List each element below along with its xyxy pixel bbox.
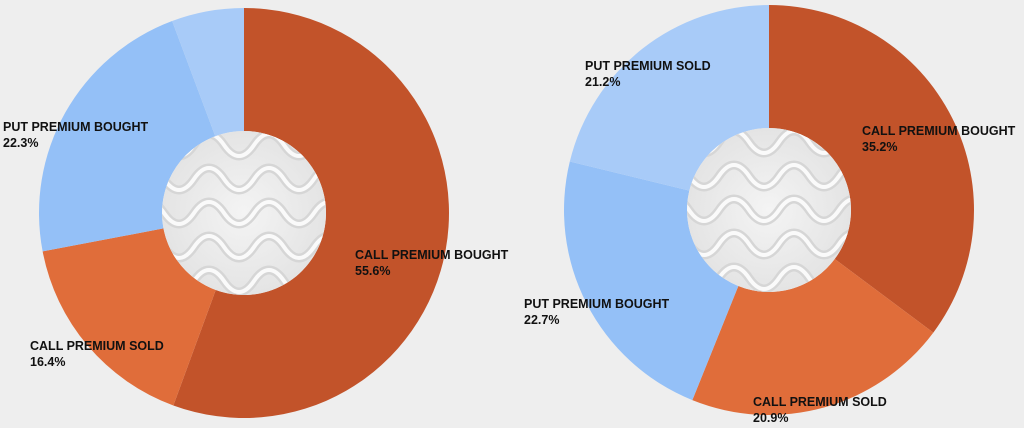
slice-value-call-premium-bought: 55.6%	[355, 264, 390, 278]
slice-label-call-premium-sold: CALL PREMIUM SOLD	[30, 339, 164, 353]
donut-chart-left: CALL PREMIUM BOUGHT 55.6% CALL PREMIUM SOL…	[3, 8, 509, 418]
slice-call-premium-bought	[769, 5, 974, 333]
slice-label-call-premium-bought: CALL PREMIUM BOUGHT	[355, 248, 509, 262]
slice-unlabeled-3	[172, 8, 244, 137]
slice-label-call-premium-sold: CALL PREMIUM SOLD	[753, 395, 887, 409]
donut-chart-right: CALL PREMIUM BOUGHT 35.2% CALL PREMIUM SOL…	[524, 5, 1016, 425]
slice-value-put-premium-bought: 22.7%	[524, 313, 559, 327]
slice-put-premium-sold	[569, 5, 769, 191]
slice-put-premium-bought	[39, 21, 216, 252]
slice-label-call-premium-bought: CALL PREMIUM BOUGHT	[862, 124, 1016, 138]
slice-label-put-premium-bought: PUT PREMIUM BOUGHT	[3, 120, 149, 134]
slice-label-put-premium-bought: PUT PREMIUM BOUGHT	[524, 297, 670, 311]
slice-value-put-premium-sold: 21.2%	[585, 75, 620, 89]
slice-value-call-premium-sold: 20.9%	[753, 411, 788, 425]
slice-call-premium-bought	[173, 8, 450, 418]
slice-call-premium-sold	[692, 259, 934, 415]
slice-call-premium-sold	[42, 228, 216, 406]
slice-value-call-premium-bought: 35.2%	[862, 140, 897, 154]
slice-put-premium-bought	[564, 161, 739, 401]
slice-value-put-premium-bought: 22.3%	[3, 136, 38, 150]
slice-label-put-premium-sold: PUT PREMIUM SOLD	[585, 59, 711, 73]
slice-value-call-premium-sold: 16.4%	[30, 355, 65, 369]
